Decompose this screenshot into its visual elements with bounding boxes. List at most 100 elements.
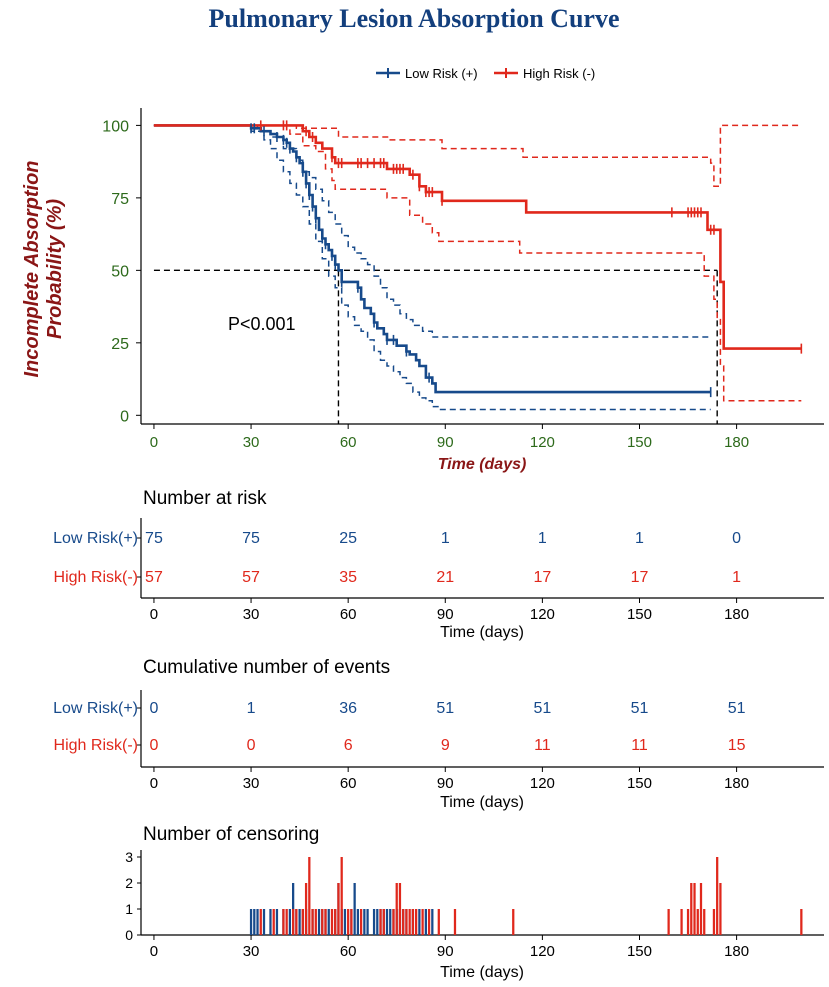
table-cell-high: 35 (339, 569, 357, 586)
censor-bar-high (295, 909, 298, 935)
censor-x-tick-label: 0 (150, 943, 158, 960)
censor-bar-high (382, 909, 385, 935)
censor-bar-high (411, 909, 415, 935)
table-x-tick-label: 60 (340, 775, 357, 792)
legend-low-label: Low Risk (+) (405, 66, 478, 81)
x-tick-label: 120 (530, 434, 555, 451)
censor-y-tick-label: 2 (125, 875, 133, 891)
table-cell-low: 1 (635, 530, 644, 547)
censor-bar-low (269, 909, 272, 935)
censor-bar-low (327, 909, 330, 935)
censor-bar-low (389, 909, 392, 935)
censor-bar-low (363, 909, 366, 935)
censor-x-tick-label: 90 (437, 943, 454, 960)
censor-bar-low (343, 909, 347, 935)
censor-x-tick-label: 30 (243, 943, 260, 960)
censor-bar-high (259, 909, 262, 935)
y-tick-label: 75 (111, 191, 129, 208)
y-axis-label-line2: Probability (%) (44, 199, 66, 339)
table-cell-low: 36 (339, 700, 357, 717)
risk-row-low-name: Low Risk (53, 530, 119, 547)
censor-bar-high (512, 909, 515, 935)
table-cell-low: 25 (339, 530, 357, 547)
censor-bar-high (667, 909, 670, 935)
cumulative-events-table: Cumulative number of events Low Risk(+) … (53, 657, 824, 811)
table-cell-high: 11 (631, 737, 648, 754)
table-cell-low: 0 (732, 530, 741, 547)
censor-bar-high (337, 883, 340, 935)
censor-bar-high (686, 909, 690, 935)
censor-bar-low (418, 909, 421, 935)
x-tick-label: 30 (243, 434, 260, 451)
censor-bar-low (256, 909, 259, 935)
table-cell-high: 17 (631, 569, 649, 586)
x-tick-label: 60 (340, 434, 357, 451)
table-cell-high: 0 (149, 737, 158, 754)
table-x-tick-label: 90 (437, 775, 454, 792)
events-row-low-name: Low Risk (53, 700, 119, 717)
censor-bar-high (415, 909, 418, 935)
table-cell-low: 51 (533, 700, 551, 717)
censor-bar-high (395, 883, 398, 935)
censoring-xlabel: Time (days) (440, 964, 524, 981)
table-cell-high: 11 (534, 737, 551, 754)
events-row-high-suffix: (-) (122, 737, 138, 754)
censor-x-tick-label: 120 (530, 943, 555, 960)
table-cell-low: 0 (149, 700, 158, 717)
censor-bar-high (330, 909, 334, 935)
table-x-tick-label: 150 (627, 775, 652, 792)
censor-bar-high (696, 909, 699, 935)
censor-bar-low (253, 909, 256, 935)
censor-bar-high (437, 909, 440, 935)
high-risk-ci-lower (153, 124, 802, 402)
p-value-annotation: P<0.001 (228, 314, 296, 334)
table-cell-low: 1 (441, 530, 450, 547)
censor-bar-low (249, 909, 253, 935)
table-x-tick-label: 0 (150, 606, 158, 623)
censor-bar-high (347, 909, 350, 935)
low-risk-survival-curve (153, 124, 711, 394)
censor-bar-low (431, 909, 434, 935)
censor-bar-high (712, 909, 716, 935)
censor-bar-low (317, 909, 321, 935)
censor-bar-high (311, 909, 314, 935)
high-risk-ci-upper (153, 124, 802, 188)
table-x-tick-label: 0 (150, 775, 158, 792)
events-row-high-name: High Risk (54, 737, 123, 754)
legend-high-label: High Risk (-) (523, 66, 595, 81)
table-x-tick-label: 180 (724, 606, 749, 623)
events-row-high-label: High Risk(-) (54, 737, 138, 754)
table-cell-low: 75 (145, 530, 163, 547)
table-cell-high: 17 (533, 569, 551, 586)
table-cell-low: 1 (247, 700, 256, 717)
x-tick-label: 90 (437, 434, 454, 451)
censor-bar-high (427, 909, 431, 935)
km-plot: 0 30 60 90 120 150 180 0 25 50 75 100 P<0.001 Time … (21, 108, 824, 473)
censor-bar-high (703, 909, 706, 935)
table-cell-low: 51 (728, 700, 746, 717)
low-risk-ci-lower (153, 124, 711, 411)
censor-x-tick-label: 180 (724, 943, 749, 960)
censor-bar-low (353, 883, 356, 935)
risk-row-high-suffix: (-) (122, 569, 138, 586)
censoring-title: Number of censoring (143, 824, 319, 845)
censor-bar-high (334, 909, 337, 935)
censor-bar-low (424, 909, 427, 935)
number-at-risk-table: Number at risk Low Risk(+) High Risk(-) … (53, 488, 824, 641)
censor-bar-low (262, 909, 266, 935)
table-cell-high: 1 (732, 569, 741, 586)
y-tick-label: 50 (111, 263, 129, 280)
table-x-tick-label: 90 (437, 606, 454, 623)
censor-bar-low (366, 909, 369, 935)
risk-row-low-label: Low Risk(+) (53, 530, 138, 547)
censor-x-tick-label: 60 (340, 943, 357, 960)
table-x-tick-label: 60 (340, 606, 357, 623)
censor-bar-high (285, 909, 288, 935)
censoring-plot: Number of censoring 0 1 2 3 0 30 60 90 120 150 18… (125, 824, 824, 981)
censor-bar-high (405, 909, 408, 935)
table-cell-high: 57 (145, 569, 163, 586)
events-table-title: Cumulative number of events (143, 657, 390, 678)
legend: Low Risk (+) High Risk (-) (376, 66, 595, 81)
chart-title: Pulmonary Lesion Absorption Curve (209, 4, 620, 33)
table-x-tick-label: 30 (243, 606, 260, 623)
